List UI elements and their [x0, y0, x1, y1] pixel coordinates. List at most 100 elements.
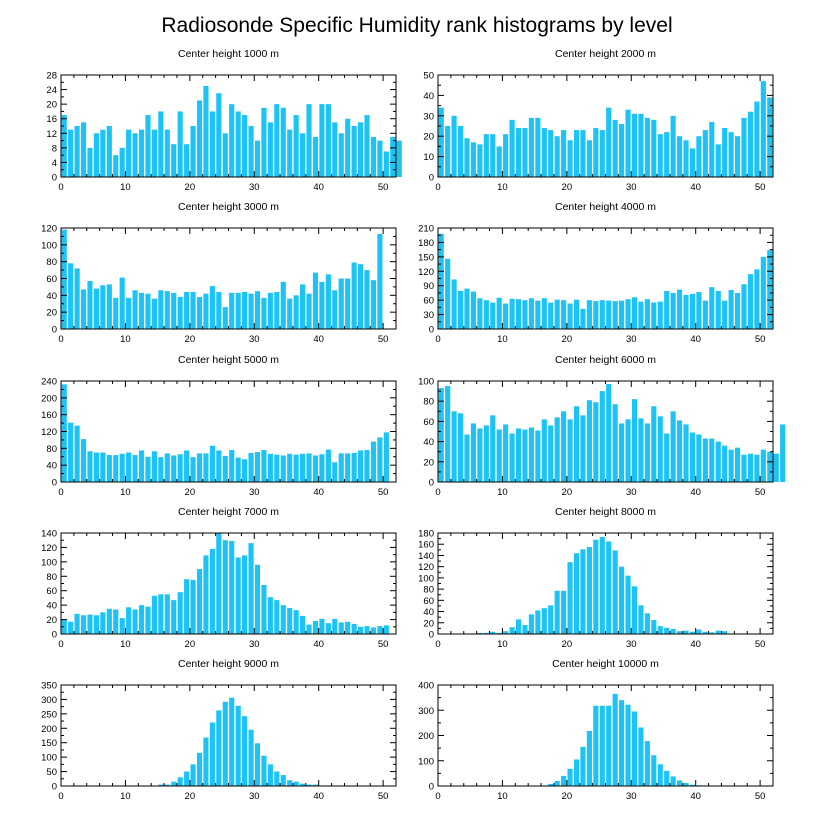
bar [287, 780, 293, 786]
bar [612, 550, 618, 634]
bar [113, 455, 119, 482]
bar [242, 555, 248, 634]
bar [664, 291, 670, 329]
bar [383, 625, 389, 634]
x-tick-label: 0 [435, 487, 440, 498]
bar [580, 549, 586, 634]
y-tick-label: 60 [46, 274, 57, 285]
y-tick-label: 40 [423, 437, 434, 448]
bar [370, 280, 377, 329]
bar [715, 291, 721, 329]
bar [274, 600, 280, 634]
x-tick-label: 30 [626, 639, 637, 650]
x-tick-label: 10 [120, 639, 131, 650]
bar [625, 704, 631, 786]
bar [216, 533, 222, 634]
panel-title: Center height 4000 m [555, 201, 656, 213]
bar [612, 693, 618, 786]
bar [567, 562, 573, 634]
bar [280, 775, 286, 786]
bar [619, 700, 625, 786]
y-tick-label: 140 [41, 529, 57, 540]
y-tick-label: 200 [418, 731, 434, 742]
bar [280, 605, 286, 634]
bar [457, 126, 464, 177]
bar [300, 284, 306, 329]
bar [184, 771, 190, 786]
bar [93, 452, 100, 482]
bar [171, 781, 177, 786]
bar [242, 115, 248, 177]
bar [554, 780, 560, 786]
y-tick-label: 40 [423, 91, 434, 102]
bar [657, 301, 663, 329]
y-tick-label: 350 [41, 681, 57, 692]
bar [396, 140, 402, 177]
bar [287, 453, 293, 482]
bar [138, 450, 145, 482]
bar [177, 454, 183, 482]
panel-10: Center height 10000 m 0 10 20 30 40 50 0 100 200 3… [418, 658, 774, 802]
x-tick-label: 50 [378, 182, 389, 193]
x-tick-label: 10 [120, 334, 131, 345]
y-tick-label: 0 [429, 782, 434, 793]
y-tick-label: 120 [41, 427, 57, 438]
bar [503, 631, 509, 634]
bar [151, 451, 157, 482]
x-tick-label: 40 [313, 487, 324, 498]
bar [319, 104, 325, 177]
bar [554, 590, 560, 634]
y-tick-label: 60 [423, 596, 434, 607]
bar [254, 452, 261, 482]
y-tick-label: 60 [423, 417, 434, 428]
bar [683, 782, 689, 786]
bar [709, 287, 715, 329]
x-tick-label: 20 [562, 182, 573, 193]
bar [190, 291, 196, 329]
bar [113, 155, 119, 177]
y-tick-label: 28 [46, 71, 57, 82]
bar [235, 457, 241, 482]
bar [171, 144, 177, 177]
bar [287, 129, 293, 177]
bar [196, 453, 203, 482]
x-tick-label: 50 [378, 487, 389, 498]
bar [351, 623, 357, 634]
bar [351, 126, 357, 177]
bar [93, 288, 100, 329]
bar [567, 140, 573, 177]
bar [235, 292, 241, 329]
bar [470, 291, 477, 329]
bar [599, 130, 605, 177]
bar [561, 411, 567, 482]
bar [548, 605, 554, 634]
bar [229, 697, 235, 786]
bar [126, 129, 132, 177]
bar [573, 130, 580, 177]
y-tick-label: 30 [423, 111, 434, 122]
bar [509, 119, 515, 177]
bar [209, 722, 215, 786]
x-tick-label: 20 [185, 182, 196, 193]
bar [151, 298, 157, 329]
panel-title: Center height 9000 m [178, 658, 279, 670]
bar [554, 136, 560, 177]
bar [619, 123, 625, 177]
bar [216, 291, 222, 329]
bar [709, 121, 715, 177]
x-tick-label: 0 [58, 639, 63, 650]
panel-8: Center height 8000 m0 10 20 30 40 50020406080… [418, 506, 774, 650]
bar [312, 136, 319, 177]
bar [203, 293, 209, 329]
x-tick-label: 0 [435, 639, 440, 650]
bar [722, 300, 728, 329]
bar [696, 291, 702, 329]
bar [683, 424, 689, 482]
bar [100, 452, 106, 482]
y-tick-label: 10 [423, 152, 434, 163]
bar [222, 540, 228, 634]
x-tick-label: 50 [378, 639, 389, 650]
bar [332, 122, 338, 177]
bar [715, 441, 721, 482]
bar [383, 432, 389, 482]
